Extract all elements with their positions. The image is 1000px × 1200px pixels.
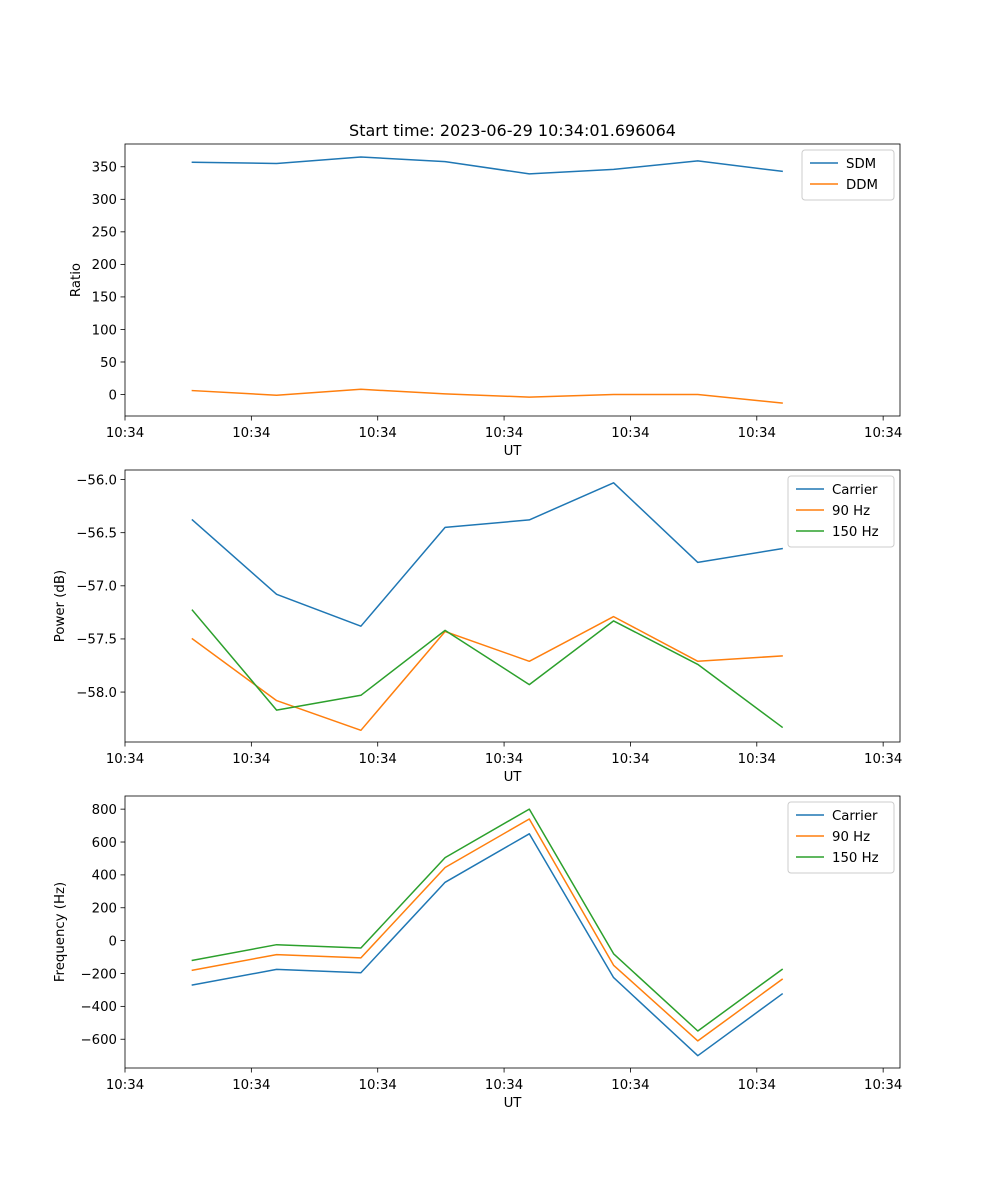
y-axis-label: Frequency (Hz) [53,882,68,982]
x-axis-label: UT [504,1096,523,1111]
x-tick-label: 10:34 [232,1078,270,1093]
legend-label: Carrier [832,483,878,498]
y-tick-label: 250 [92,226,117,241]
legend-box [787,475,895,548]
legend-label: DDM [846,178,878,193]
x-tick-label: 10:34 [232,426,270,441]
x-tick-label: 10:34 [611,426,649,441]
x-tick-label: 10:34 [106,426,144,441]
x-tick-label: 10:34 [485,1078,523,1093]
axes-frame [124,795,901,1069]
x-tick-label: 10:34 [485,426,523,441]
series-line-ddm [191,388,783,404]
chart-panel-3: 10:34 10:34 10:34 10:34 10:34 10:34 10:34 −600 −… [53,795,902,1111]
y-tick-label: 0 [109,934,117,949]
series-line-150-hz [191,609,784,729]
legend-label: Carrier [832,809,878,824]
axes-frame [124,469,901,743]
y-tick-label: −56.0 [76,473,117,488]
y-tick-label: 600 [92,836,117,851]
y-tick-label: 400 [92,869,117,884]
x-tick-label: 10:34 [485,752,523,767]
y-tick-label: 150 [92,291,117,306]
x-tick-label: 10:34 [611,1078,649,1093]
y-tick-label: 200 [92,902,117,917]
legend-label: 150 Hz [832,851,879,866]
y-tick-label: 50 [100,356,117,371]
chart-panels: 10:34 10:34 10:34 10:34 10:34 10:34 10:34 0 50 10… [53,143,902,1111]
x-tick-label: 10:34 [106,1078,144,1093]
legend-label: 90 Hz [832,504,870,519]
legend: Carrier 90 Hz 150 Hz [787,801,895,874]
y-tick-label: 100 [92,323,117,338]
legend: Carrier 90 Hz 150 Hz [787,475,895,548]
x-tick-label: 10:34 [864,1078,902,1093]
legend: SDM DDM [801,149,895,201]
chart-panel-1: 10:34 10:34 10:34 10:34 10:34 10:34 10:34 0 50 10… [69,143,902,459]
y-tick-label: −57.0 [76,580,117,595]
y-axis-label: Ratio [69,263,84,297]
x-tick-label: 10:34 [864,426,902,441]
axes-frame [124,143,901,417]
series-line-150-hz [191,808,784,1032]
x-tick-label: 10:34 [611,752,649,767]
series-line-carrier [191,482,783,627]
series-line-carrier [191,833,784,1057]
x-tick-label: 10:34 [106,752,144,767]
legend-label: SDM [846,157,876,172]
y-tick-label: 200 [92,258,117,273]
y-tick-label: −400 [80,1000,117,1015]
x-tick-label: 10:34 [232,752,270,767]
y-tick-label: −600 [80,1033,117,1048]
y-tick-label: 0 [109,388,117,403]
y-tick-label: −200 [80,967,117,982]
chart-title: Start time: 2023-06-29 10:34:01.696064 [349,121,676,140]
x-axis-label: UT [504,444,523,459]
series-line-90-hz [191,615,783,732]
x-tick-label: 10:34 [359,426,397,441]
y-tick-label: 350 [92,161,117,176]
x-tick-label: 10:34 [359,752,397,767]
x-axis-label: UT [504,770,523,785]
y-tick-label: −56.5 [76,526,117,541]
y-tick-label: −57.5 [76,633,117,648]
x-tick-label: 10:34 [738,752,776,767]
chart-panel-2: 10:34 10:34 10:34 10:34 10:34 10:34 10:34 −58.0… [53,469,902,785]
x-tick-label: 10:34 [864,752,902,767]
y-tick-label: −58.0 [76,686,117,701]
legend-label: 90 Hz [832,830,870,845]
legend-box [787,801,895,874]
x-tick-label: 10:34 [738,426,776,441]
x-tick-label: 10:34 [738,1078,776,1093]
y-tick-label: 300 [92,193,117,208]
y-tick-label: 800 [92,803,117,818]
x-tick-label: 10:34 [359,1078,397,1093]
y-axis-label: Power (dB) [53,570,68,642]
series-line-90-hz [191,818,784,1042]
series-line-sdm [191,156,783,175]
legend-label: 150 Hz [832,525,879,540]
